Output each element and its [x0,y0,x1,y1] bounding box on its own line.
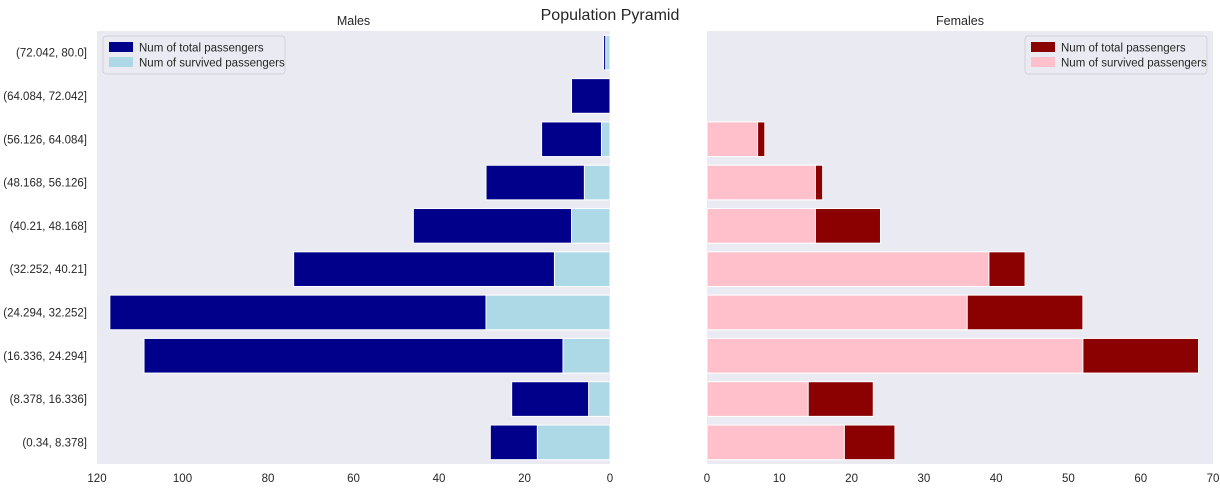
males-legend-box [102,35,286,75]
y-tick-label: (64.084, 72.042] [3,91,87,103]
females-bar-survived [706,381,809,417]
females-legend-swatch [1031,42,1055,52]
males-x-tick-label: 0 [607,473,613,485]
females-x-tick-label: 20 [845,473,858,485]
y-tick-label: (48.168, 56.126] [3,178,87,190]
males-bar-survived [485,294,611,331]
females-legend-box [1024,35,1208,75]
females-bar-survived [706,121,759,158]
females-x-tick-label: 30 [917,473,930,485]
males-bar-survived [583,164,611,201]
y-tick-label: (56.126, 64.084] [3,134,87,146]
males-x-tick-label: 100 [173,473,192,485]
y-tick-label: (8.378, 16.336] [10,394,87,406]
y-tick-label: (32.252, 40.21] [10,264,87,276]
females-x-tick-label: 10 [773,473,786,485]
males-bar-survived [571,208,611,244]
males-x-tick-label: 20 [518,473,531,485]
y-tick-label: (24.294, 32.252] [3,307,87,319]
males-bar-survived [553,251,611,287]
males-x-tick-label: 80 [262,473,275,485]
females-x-tick-label: 40 [990,473,1003,485]
males-panel-title: Males [337,14,370,28]
y-tick-label: (0.34, 8.378] [22,437,87,449]
females-bar-survived [706,337,1084,374]
females-bar-survived [706,208,816,244]
y-tick-label: (72.042, 80.0] [16,48,87,60]
females-x-tick-label: 50 [1062,473,1075,485]
males-legend-swatch [109,57,133,67]
males-bar-survived [605,34,611,71]
females-bar-survived [706,294,968,331]
females-bar-survived [706,424,845,461]
females-panel-title: Females [936,14,984,28]
females-legend-swatch [1031,57,1055,67]
males-bar-total [571,78,611,114]
males-legend-label: Num of total passengers [139,43,264,55]
y-tick-label: (16.336, 24.294] [3,351,87,363]
males-bar-survived [588,381,611,417]
females-legend-label: Num of total passengers [1061,43,1186,55]
males-bar-survived [600,121,611,158]
males-bar-total [143,337,611,374]
females-x-tick-label: 0 [704,473,710,485]
males-bar-survived [562,337,611,374]
males-legend-swatch [109,42,133,52]
females-x-tick-label: 60 [1134,473,1147,485]
males-legend-label: Num of survived passengers [139,58,285,70]
males-x-tick-label: 40 [433,473,446,485]
y-tick-label: (40.21, 48.168] [10,221,87,233]
females-x-tick-label: 70 [1207,473,1220,485]
males-bar-total [541,121,611,158]
males-x-tick-label: 120 [87,473,106,485]
females-bar-survived [706,251,990,287]
chart-title: Population Pyramid [541,7,680,24]
males-x-tick-label: 60 [347,473,360,485]
females-bar-survived [706,164,816,201]
females-legend-label: Num of survived passengers [1061,58,1207,70]
males-bar-survived [536,424,611,461]
